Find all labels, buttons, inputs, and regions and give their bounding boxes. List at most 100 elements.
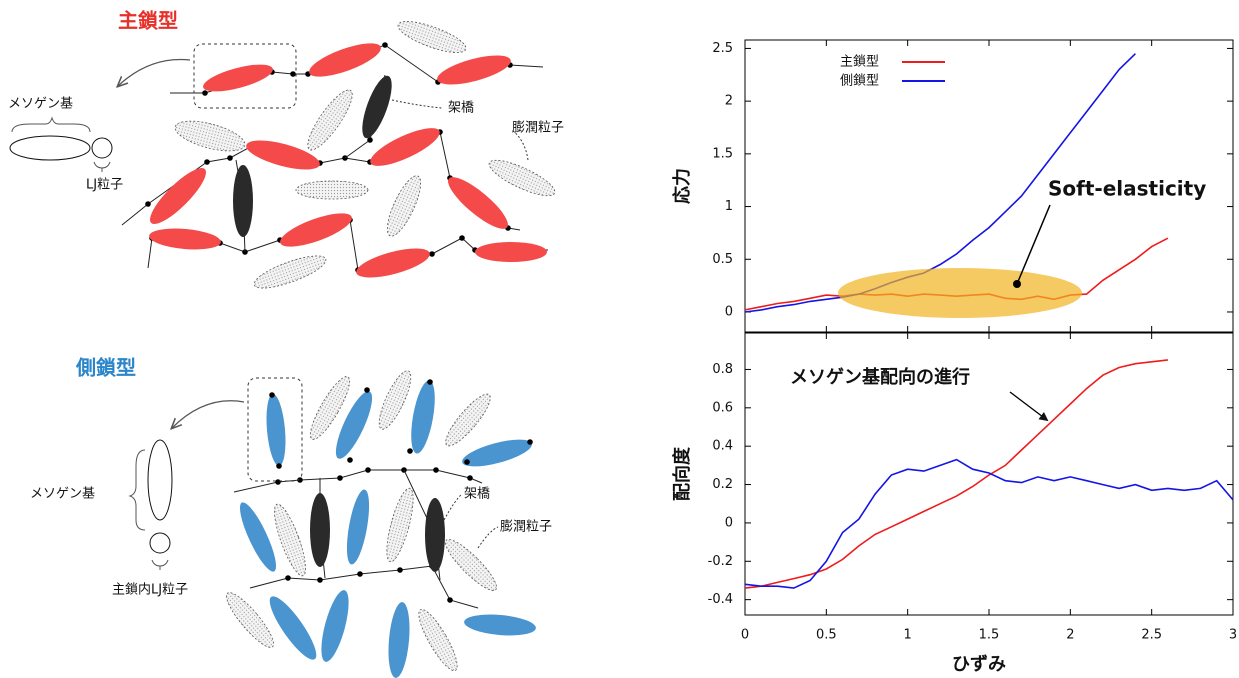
y-tick-label: -0.2 [708, 554, 733, 569]
lj-particle [447, 597, 453, 603]
swelling-particle [381, 172, 427, 240]
curved-arrow [118, 60, 190, 86]
leader [392, 100, 442, 108]
chain [250, 566, 478, 608]
x-axis-title: ひずみ [952, 654, 1006, 675]
highlight [838, 268, 1082, 318]
mesogen [460, 434, 535, 472]
x-tick-label: 2 [1066, 628, 1074, 643]
x-tick-label: 0 [741, 628, 749, 643]
brace [130, 450, 145, 530]
mesogen [316, 588, 354, 665]
label: 架橋 [464, 487, 490, 502]
pointer [1010, 392, 1047, 420]
lj-particle [290, 71, 296, 77]
y-tick-label: 0.8 [712, 362, 733, 377]
swelling-particle [381, 486, 418, 564]
mesogen [263, 591, 323, 665]
swelling-particle [373, 367, 416, 433]
curved-arrow [172, 401, 244, 428]
brace [94, 162, 110, 172]
swelling-particle [301, 85, 359, 155]
x-tick-label: 3 [1229, 628, 1237, 643]
y-tick-label: 0.5 [712, 252, 733, 267]
label: 主鎖内LJ粒子 [112, 582, 188, 598]
lj-particle [276, 463, 282, 469]
label: LJ粒子 [86, 178, 123, 193]
chain [234, 470, 482, 492]
series-line [745, 460, 1233, 588]
crosslink [425, 498, 445, 572]
lj-particle [317, 577, 323, 583]
lj-particle [367, 137, 373, 143]
brace [152, 560, 168, 570]
lj-particle [407, 448, 413, 454]
crosslink [310, 493, 330, 567]
lj-particle [204, 159, 210, 165]
lj-sketch [92, 138, 112, 158]
lj-particle [347, 457, 353, 463]
mesogen-sketch [10, 136, 90, 160]
lj-sketch [150, 533, 170, 553]
legend-label: 側鎖型 [840, 73, 879, 89]
y-tick-label: 0 [725, 304, 733, 319]
swelling-particle [440, 534, 502, 596]
lj-particle [337, 475, 343, 481]
mesogen [366, 121, 444, 173]
lj-particle [429, 251, 435, 257]
lj-particle [269, 392, 275, 398]
side-chain-title: 側鎖型 [75, 356, 136, 380]
x-tick-label: 0.5 [816, 628, 837, 643]
mesogen [277, 207, 356, 254]
swelling-particle [395, 15, 469, 58]
label: 架橋 [448, 101, 474, 116]
lj-particle [275, 479, 281, 485]
y-tick-label: 2 [725, 94, 733, 109]
y-tick-label: 2.5 [712, 41, 733, 56]
leader [478, 527, 498, 548]
lj-particle [227, 155, 233, 161]
swelling-particle [485, 154, 559, 203]
y-tick-label: 0.6 [712, 400, 733, 415]
mesogen [475, 242, 547, 262]
swelling-particle [413, 605, 464, 675]
lj-particle [364, 387, 370, 393]
pointer [1017, 205, 1050, 284]
series-line [745, 360, 1168, 588]
lj-particle [397, 567, 403, 573]
charts: 00.511.522.5主鎖型側鎖型応力-0.4-0.200.20.40.60.… [671, 40, 1237, 675]
mesogen [386, 601, 413, 678]
mesogen [343, 488, 374, 566]
lj-particle [382, 42, 388, 48]
y-tick-label: 0.2 [712, 477, 733, 492]
swelling-particle [440, 389, 496, 451]
legend-label: 主鎖型 [840, 54, 879, 70]
label: 膨潤粒子 [500, 520, 552, 535]
crosslink [233, 165, 253, 237]
annotation: メソゲン基配向の進行 [790, 366, 970, 388]
pointer-dot [1013, 280, 1021, 288]
x-tick-label: 2.5 [1141, 628, 1162, 643]
x-tick-label: 1.5 [979, 628, 1000, 643]
label: メソゲン基 [8, 97, 73, 112]
lj-particle [459, 235, 465, 241]
lj-particle [527, 439, 533, 445]
lj-particle [427, 379, 433, 385]
lj-particle [464, 459, 470, 465]
annotation: Soft-elasticity [1048, 177, 1206, 201]
mesogen [463, 612, 536, 638]
lj-particle [285, 575, 291, 581]
leader [444, 494, 462, 520]
figure: 00.511.522.5主鎖型側鎖型応力-0.4-0.200.20.40.60.… [0, 0, 1239, 678]
mesogen [407, 379, 440, 455]
lj-particle [145, 201, 151, 207]
lj-particle [467, 475, 473, 481]
mesogen [264, 393, 288, 466]
swelling-particle [296, 181, 368, 199]
main-chain-title: 主鎖型 [118, 9, 178, 33]
y-tick-label: 1 [725, 199, 733, 214]
swelling-particle [251, 250, 329, 295]
x-tick-label: 1 [904, 628, 912, 643]
mesogen [143, 161, 212, 230]
label: メソゲン基 [30, 487, 95, 502]
